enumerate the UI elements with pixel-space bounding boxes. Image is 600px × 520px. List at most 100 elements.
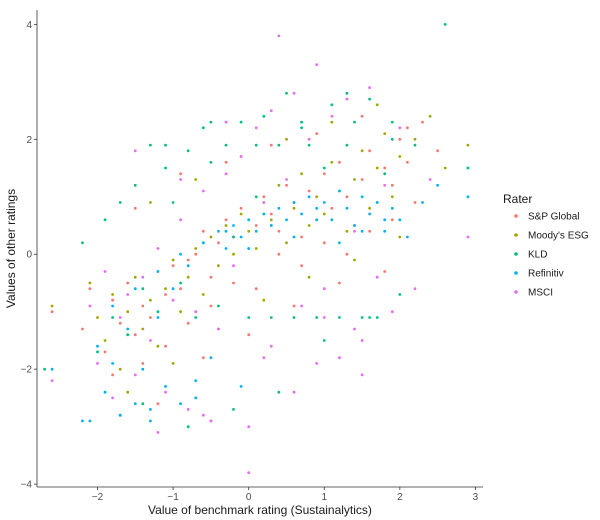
- data-point: [360, 373, 364, 377]
- data-point: [232, 224, 235, 227]
- data-point: [300, 235, 303, 239]
- data-point: [156, 270, 160, 273]
- data-point: [375, 166, 379, 170]
- data-point: [224, 218, 228, 222]
- data-point: [88, 304, 92, 308]
- data-point: [141, 362, 145, 365]
- data-point: [353, 178, 356, 181]
- data-point: [436, 149, 439, 153]
- data-point: [330, 218, 334, 222]
- data-point: [338, 356, 341, 360]
- data-point: [322, 339, 326, 342]
- data-point: [398, 137, 402, 141]
- data-point: [338, 281, 341, 285]
- data-point: [201, 293, 205, 296]
- data-point: [186, 275, 190, 279]
- data-point: [247, 229, 251, 233]
- data-point: [194, 379, 198, 383]
- data-point: [179, 281, 183, 285]
- data-point: [201, 126, 205, 130]
- data-point: [81, 241, 84, 245]
- data-point: [194, 316, 198, 319]
- data-point: [277, 34, 281, 38]
- data-point: [96, 344, 99, 348]
- data-point: [164, 385, 167, 388]
- data-point: [360, 316, 364, 319]
- data-point: [133, 149, 137, 153]
- data-point: [179, 218, 183, 222]
- data-point: [390, 206, 394, 210]
- data-point: [398, 293, 402, 296]
- data-point: [133, 333, 137, 337]
- data-point: [111, 304, 114, 308]
- legend-title: Rater: [503, 192, 532, 206]
- data-point: [269, 212, 273, 216]
- data-point: [277, 183, 281, 187]
- data-point: [466, 166, 470, 170]
- x-ticks: −2 −1 0 1 2 3: [92, 487, 479, 503]
- data-point: [133, 275, 137, 279]
- data-point: [247, 218, 251, 222]
- data-point: [149, 408, 152, 411]
- data-point: [277, 252, 281, 256]
- data-point: [262, 356, 266, 360]
- data-point: [345, 252, 349, 256]
- data-point: [186, 258, 190, 262]
- legend-label: Refinitiv: [528, 269, 564, 280]
- data-point: [406, 160, 409, 164]
- data-point: [156, 316, 160, 319]
- data-point: [307, 275, 311, 279]
- data-point: [149, 316, 152, 319]
- y-tick-label: 2: [26, 135, 32, 146]
- data-point: [307, 189, 311, 193]
- data-point: [232, 252, 235, 256]
- data-point: [111, 362, 114, 365]
- data-point: [368, 97, 371, 101]
- data-point: [201, 413, 205, 417]
- legend-items: S&P Global Moody's ESG KLD Refinitiv MSCI: [514, 212, 589, 299]
- data-point: [300, 126, 303, 130]
- data-point: [179, 310, 183, 314]
- series-4: [50, 34, 470, 474]
- data-point: [149, 419, 152, 423]
- legend: Rater S&P Global Moody's ESG KLD Refinitiv M…: [503, 192, 589, 299]
- data-point: [194, 396, 198, 400]
- data-point: [322, 287, 326, 291]
- legend-label: Moody's ESG: [528, 231, 589, 242]
- data-point: [126, 310, 130, 314]
- data-point: [88, 287, 92, 291]
- data-point: [118, 413, 122, 417]
- data-point: [126, 390, 130, 394]
- data-point: [413, 287, 417, 291]
- data-point: [368, 212, 371, 216]
- data-point: [307, 143, 311, 147]
- data-point: [254, 126, 258, 130]
- data-point: [398, 218, 402, 222]
- data-point: [186, 149, 190, 153]
- data-point: [209, 356, 213, 360]
- data-point: [353, 120, 356, 124]
- data-point: [269, 109, 273, 112]
- data-point: [360, 114, 364, 118]
- data-point: [466, 235, 470, 239]
- data-point: [209, 304, 213, 308]
- data-point: [43, 367, 46, 371]
- data-point: [466, 195, 470, 199]
- data-point: [224, 247, 228, 250]
- data-point: [171, 362, 175, 365]
- data-point: [360, 229, 364, 233]
- data-point: [50, 379, 54, 383]
- data-point: [179, 252, 183, 256]
- data-point: [353, 258, 356, 262]
- data-point: [383, 229, 387, 233]
- data-point: [247, 471, 251, 474]
- data-point: [300, 264, 303, 268]
- data-point: [368, 86, 371, 89]
- data-point: [164, 143, 167, 147]
- data-point: [390, 218, 394, 222]
- data-point: [421, 201, 424, 204]
- data-point: [285, 241, 288, 245]
- data-point: [232, 235, 235, 239]
- data-point: [141, 327, 145, 331]
- data-point: [292, 235, 296, 239]
